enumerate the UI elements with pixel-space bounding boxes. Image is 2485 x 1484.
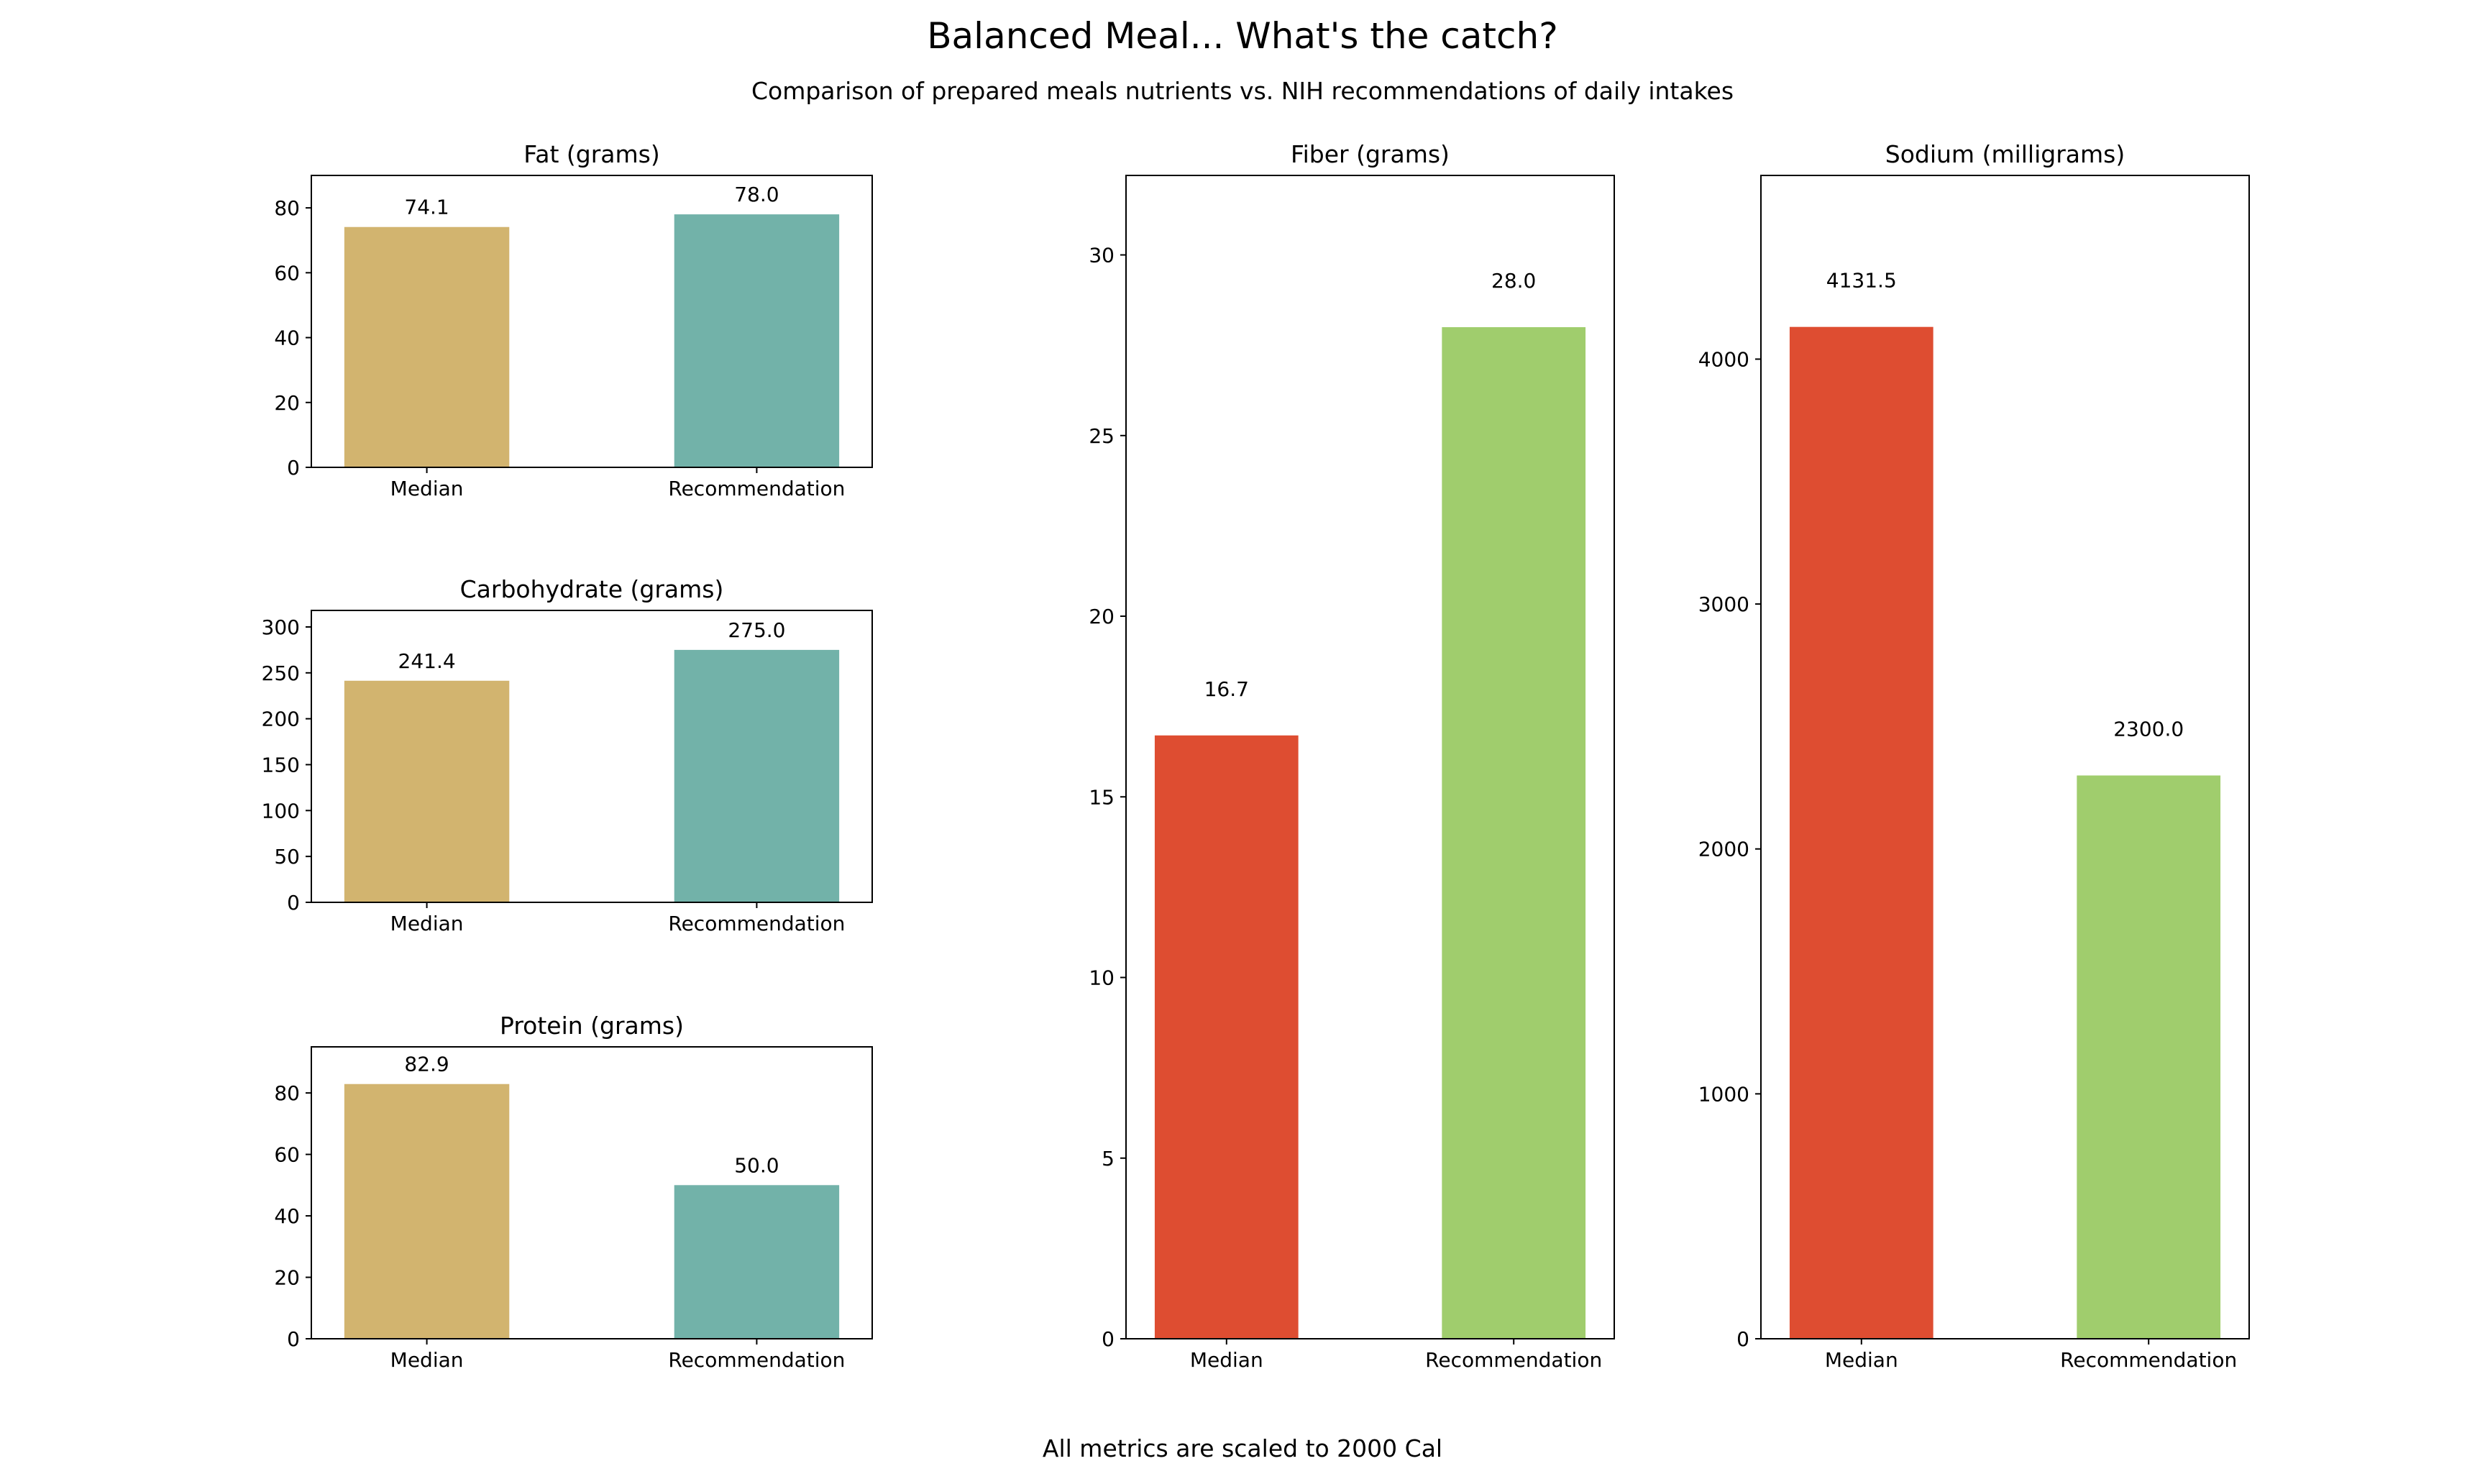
x-tick-label: Median [390,477,464,500]
y-tick-label: 5 [1102,1147,1115,1171]
y-tick-label: 25 [1089,424,1115,448]
y-tick-label: 60 [274,1143,300,1167]
y-tick-label: 0 [287,456,300,480]
y-tick-label: 10 [1089,966,1115,990]
y-tick-label: 250 [262,661,300,685]
x-tick-label: Recommendation [668,1348,845,1372]
x-tick-label: Median [390,1348,464,1372]
figure-subtitle: Comparison of prepared meals nutrients v… [751,77,1734,105]
y-tick-label: 20 [1089,605,1115,628]
y-tick-label: 300 [262,615,300,639]
y-tick-label: 0 [287,891,300,915]
y-tick-label: 1000 [1698,1082,1749,1106]
y-tick-label: 50 [274,845,300,869]
data-label: 50.0 [734,1153,779,1177]
y-tick-label: 20 [274,1266,300,1290]
panel-title: Sodium (milligrams) [1885,140,2125,168]
x-tick-label: Median [1190,1348,1263,1372]
y-tick-label: 60 [274,261,300,285]
x-tick-label: Median [1825,1348,1898,1372]
data-label: 241.4 [398,649,456,673]
panel-carbohydrate: Carbohydrate (grams) 241.4 Median 275.0 Reco… [262,575,873,935]
panel-protein: Protein (grams) 82.9 Median 50.0 Recommendat… [274,1012,873,1372]
y-tick-label: 200 [262,707,300,731]
bar-recommendation [2077,775,2221,1339]
panel-fat: Fat (grams) 74.1 Median 78.0 Recommendation 0… [274,140,873,500]
bar-recommendation [674,214,840,467]
y-tick-label: 3000 [1698,592,1749,616]
panel-title: Fiber (grams) [1291,140,1450,168]
axes-frame [311,175,873,468]
y-tick-label: 20 [274,391,300,415]
y-tick-label: 0 [1102,1327,1115,1351]
y-tick-label: 150 [262,753,300,777]
x-tick-label: Recommendation [2060,1348,2237,1372]
x-tick-label: Median [390,912,464,935]
bar-median [344,226,510,467]
y-tick-label: 40 [274,326,300,350]
axes-frame [311,1046,873,1339]
y-tick-label: 0 [287,1327,300,1351]
bar-median [344,680,510,902]
x-tick-label: Recommendation [668,912,845,935]
bar-recommendation [1442,327,1586,1339]
bar-recommendation [674,1185,840,1339]
axes-frame [311,610,873,903]
y-tick-label: 100 [262,799,300,823]
x-tick-label: Recommendation [668,477,845,500]
data-label: 74.1 [404,196,449,219]
y-tick-label: 4000 [1698,347,1749,371]
bar-recommendation [674,649,840,902]
data-label: 82.9 [404,1053,449,1076]
x-tick-label: Recommendation [1425,1348,1602,1372]
y-tick-label: 80 [274,196,300,220]
panel-title: Carbohydrate (grams) [460,575,724,603]
bar-median [344,1084,510,1339]
data-label: 16.7 [1204,677,1249,701]
chart-panels: Fat (grams) 74.1 Median 78.0 Recommendation 0… [262,140,2250,1372]
axes-frame [1125,175,1615,1339]
panel-sodium: Sodium (milligrams) 4131.5 Median 2300.0 Rec… [1698,140,2250,1372]
figure-footnote: All metrics are scaled to 2000 Cal [1043,1434,1442,1462]
panel-fiber: Fiber (grams) 16.7 Median 28.0 Recommendatio… [1089,140,1615,1372]
bar-median [1789,326,1933,1339]
data-label: 28.0 [1491,269,1536,293]
y-tick-label: 2000 [1698,838,1749,861]
y-tick-label: 40 [274,1204,300,1228]
y-tick-label: 30 [1089,244,1115,267]
y-tick-label: 15 [1089,785,1115,809]
figure-title: Balanced Meal... What's the catch? [927,15,1558,57]
axes-frame [1760,175,2250,1339]
data-label: 2300.0 [2113,718,2184,741]
data-label: 4131.5 [1826,269,1897,293]
y-tick-label: 80 [274,1081,300,1105]
bar-median [1154,735,1299,1339]
data-label: 78.0 [734,183,779,206]
y-tick-label: 0 [1736,1327,1749,1351]
panel-title: Fat (grams) [523,140,659,168]
data-label: 275.0 [728,618,785,642]
panel-title: Protein (grams) [500,1012,684,1040]
